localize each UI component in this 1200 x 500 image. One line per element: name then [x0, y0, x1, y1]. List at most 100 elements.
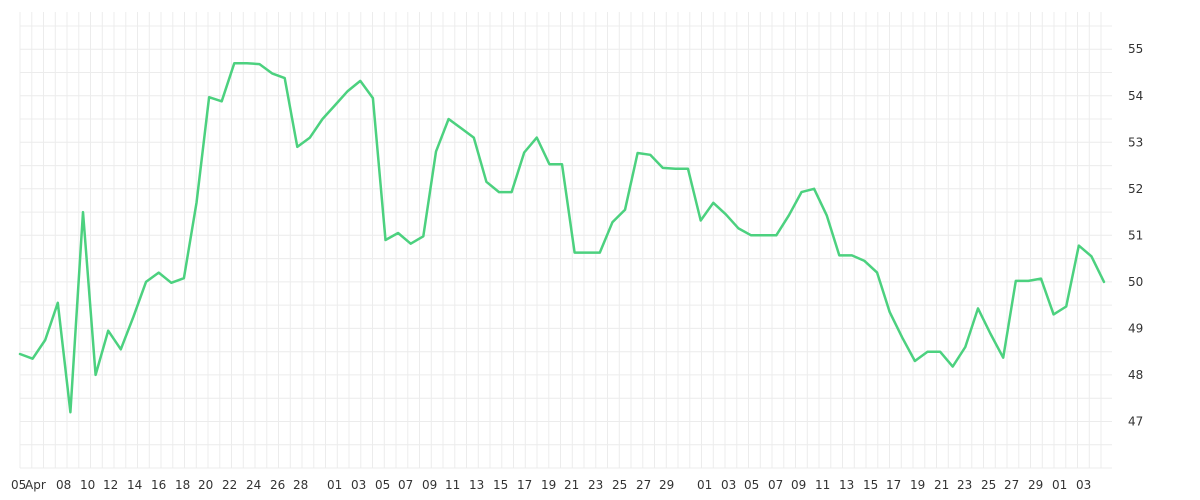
data-point	[182, 276, 186, 280]
data-point	[81, 210, 85, 214]
data-point	[774, 233, 778, 237]
data-point	[547, 162, 551, 166]
data-point	[484, 180, 488, 184]
data-point	[459, 126, 463, 130]
data-point	[258, 62, 262, 66]
data-point	[610, 220, 614, 224]
data-point	[673, 167, 677, 171]
data-point	[1039, 277, 1043, 281]
data-point	[1014, 279, 1018, 283]
data-point	[384, 238, 388, 242]
x-tick-label: 01	[1052, 478, 1067, 492]
x-tick-label: 18	[175, 478, 190, 492]
data-point	[800, 190, 804, 194]
x-tick-label: 20	[198, 478, 213, 492]
data-point	[270, 71, 274, 75]
data-point	[106, 329, 110, 333]
data-point	[207, 95, 211, 99]
data-point	[358, 79, 362, 83]
data-point	[648, 153, 652, 157]
y-tick-label: 53	[1128, 135, 1143, 149]
x-tick-label: 21	[934, 478, 949, 492]
data-point	[472, 136, 476, 140]
y-tick-label: 50	[1128, 275, 1143, 289]
data-point	[573, 251, 577, 255]
data-point	[1052, 312, 1056, 316]
x-tick-label: 25	[981, 478, 996, 492]
data-point	[371, 96, 375, 100]
data-point	[169, 281, 173, 285]
x-tick-label: 03	[721, 478, 736, 492]
data-point	[220, 99, 224, 103]
data-point	[522, 151, 526, 155]
data-point	[283, 76, 287, 80]
x-tick-label: 15	[863, 478, 878, 492]
x-tick-label: 11	[815, 478, 830, 492]
x-tick-label: 15	[493, 478, 508, 492]
data-point	[737, 226, 741, 230]
x-tick-label: 11	[445, 478, 460, 492]
series-layer	[18, 61, 1106, 414]
data-point	[510, 190, 514, 194]
data-point	[333, 103, 337, 107]
x-tick-label: 19	[541, 478, 556, 492]
x-tick-label: 03	[1076, 478, 1091, 492]
x-tick-label: 29	[1028, 478, 1043, 492]
x-tick-label: 23	[957, 478, 972, 492]
x-tick-label: 23	[588, 478, 603, 492]
data-point	[94, 373, 98, 377]
x-tick-label: 13	[469, 478, 484, 492]
data-point	[43, 338, 47, 342]
data-point	[131, 315, 135, 319]
x-tick-label: 10	[80, 478, 95, 492]
x-tick-label: 13	[839, 478, 854, 492]
x-tick-label: 09	[791, 478, 806, 492]
data-point	[56, 301, 60, 305]
x-tick-label: 28	[293, 478, 308, 492]
data-point	[837, 253, 841, 257]
x-tick-label: 29	[659, 478, 674, 492]
data-point	[699, 219, 703, 223]
x-tick-label: 12	[103, 478, 118, 492]
data-point	[636, 151, 640, 155]
data-point	[749, 233, 753, 237]
x-tick-label: 27	[636, 478, 651, 492]
data-point	[623, 208, 627, 212]
data-point	[157, 271, 161, 275]
data-point	[863, 259, 867, 263]
data-point	[938, 350, 942, 354]
grid	[19, 12, 1112, 469]
data-point	[409, 242, 413, 246]
data-point	[119, 347, 123, 351]
x-tick-label: 05	[744, 478, 759, 492]
data-point	[421, 234, 425, 238]
data-point	[711, 201, 715, 205]
y-tick-label: 51	[1128, 228, 1143, 242]
x-tick-label: 05	[11, 478, 26, 492]
data-point	[762, 233, 766, 237]
data-point	[497, 190, 501, 194]
data-point	[245, 61, 249, 65]
data-point	[396, 231, 400, 235]
data-point	[346, 89, 350, 93]
data-point	[195, 201, 199, 205]
data-point	[1077, 244, 1081, 248]
data-point	[926, 350, 930, 354]
data-point	[1089, 254, 1093, 258]
x-tick-label: 26	[270, 478, 285, 492]
data-point	[295, 145, 299, 149]
data-point	[1001, 356, 1005, 360]
y-tick-label: 48	[1128, 368, 1143, 382]
series-line	[18, 61, 1106, 414]
data-point	[434, 150, 438, 154]
x-tick-label: 27	[1004, 478, 1019, 492]
data-point	[787, 213, 791, 217]
x-tick-label: 17	[886, 478, 901, 492]
x-tick-label: 25	[612, 478, 627, 492]
x-tick-label: 21	[564, 478, 579, 492]
x-tick-label: 17	[517, 478, 532, 492]
y-tick-label: 47	[1128, 415, 1143, 429]
data-point	[321, 117, 325, 121]
x-tick-label: Apr	[25, 478, 46, 492]
